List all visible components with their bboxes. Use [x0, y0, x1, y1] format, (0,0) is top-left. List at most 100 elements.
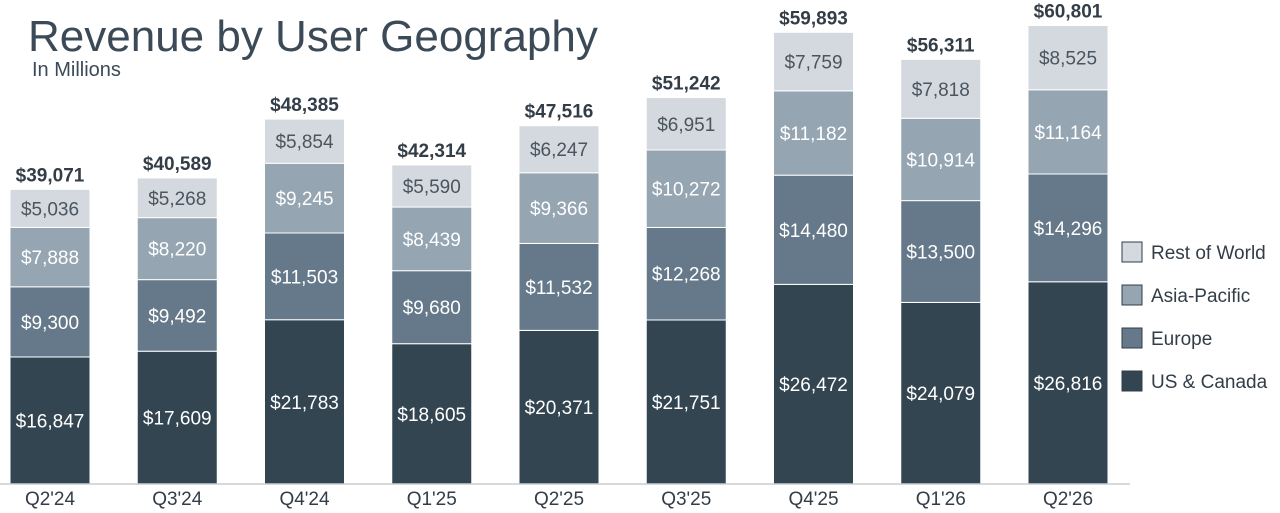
bars-group: $16,847 $9,300 $7,888 $5,036 $39,071 $17,609 $…: [9, 1, 1109, 485]
bar-segment-europe: [136, 279, 218, 352]
bar-segment-rest-of-world: [391, 164, 473, 208]
bar-segment-europe: [264, 232, 345, 321]
segment-value-label: $26,472: [779, 375, 848, 396]
bar-segment-asia-pacific: [518, 172, 600, 244]
legend: Rest of World Asia-Pacific Europe US & Cana…: [1121, 241, 1268, 393]
bar-segment-us-canada: [900, 301, 982, 485]
segment-value-label: $17,609: [143, 409, 212, 430]
bar-segment-rest-of-world: [773, 31, 854, 92]
bar-total-label: $51,242: [652, 74, 721, 95]
segment-value-label: $11,532: [525, 278, 592, 299]
bar-segment-us-canada: [9, 356, 91, 485]
bar-segment-asia-pacific: [1027, 89, 1109, 175]
segment-value-label: $11,182: [780, 124, 847, 145]
bar-segment-rest-of-world: [9, 188, 91, 228]
bar-segment-rest-of-world: [900, 58, 982, 119]
bar-segment-rest-of-world: [1027, 24, 1109, 91]
segment-value-label: $9,300: [21, 313, 79, 334]
bar-segment-rest-of-world: [264, 118, 345, 164]
segment-value-label: $24,079: [906, 384, 975, 405]
bar-total-label: $42,314: [397, 141, 466, 162]
segment-value-label: $9,492: [148, 306, 206, 327]
bar-segment-asia-pacific: [645, 149, 727, 228]
bar-total-label: $39,071: [16, 165, 85, 186]
bar-segment-rest-of-world: [518, 125, 600, 174]
bar-segment-asia-pacific: [136, 217, 218, 281]
bar-total-label: $48,385: [270, 95, 339, 116]
segment-value-label: $9,680: [403, 298, 461, 319]
bar-segment-europe: [391, 270, 473, 345]
bar-segment-us-canada: [645, 319, 727, 485]
segment-value-label: $6,247: [530, 140, 588, 161]
segment-value-label: $21,783: [270, 393, 339, 414]
segment-value-label: $7,759: [784, 53, 842, 74]
segment-value-label: $5,854: [275, 132, 334, 153]
segment-value-label: $5,590: [403, 177, 461, 198]
bar-total-label: $56,311: [907, 35, 975, 56]
x-tick-labels: Q2'24 Q3'24 Q4'24 Q1'25 Q2'25 Q3'25 Q4'25 Q1'26…: [25, 489, 1093, 510]
segment-value-label: $8,525: [1039, 49, 1097, 70]
bar-total-label: $60,801: [1034, 1, 1103, 22]
segment-value-label: $5,268: [148, 189, 206, 210]
bar-segment-us-canada: [264, 319, 345, 485]
segment-value-label: $16,847: [16, 411, 85, 432]
segment-value-label: $14,296: [1034, 219, 1103, 240]
segment-value-label: $20,371: [525, 398, 594, 419]
segment-value-label: $7,818: [912, 80, 970, 101]
x-tick-label: Q4'25: [788, 489, 838, 510]
x-tick-label: Q2'26: [1043, 489, 1093, 510]
chart-title: Revenue by User Geography: [28, 12, 598, 61]
segment-value-label: $13,500: [906, 243, 975, 264]
chart-subtitle: In Millions: [32, 59, 121, 81]
x-tick-label: Q1'26: [916, 489, 966, 510]
segment-value-label: $10,914: [906, 150, 975, 171]
legend-label-europe: Europe: [1151, 329, 1212, 350]
segment-value-label: $11,164: [1034, 123, 1102, 144]
legend-label-rest-of-world: Rest of World: [1151, 243, 1266, 264]
segment-value-label: $8,439: [403, 230, 461, 251]
segment-value-label: $18,605: [397, 405, 466, 426]
bar-total-label: $47,516: [525, 102, 594, 123]
bar-segment-europe: [773, 174, 854, 285]
segment-value-label: $6,951: [657, 115, 715, 136]
bar-segment-us-canada: [391, 343, 473, 485]
x-tick-label: Q1'25: [407, 489, 457, 510]
bar-segment-europe: [9, 286, 91, 358]
bar-segment-asia-pacific: [264, 162, 345, 234]
legend-swatch-us-canada: [1121, 370, 1143, 392]
x-tick-label: Q4'24: [279, 489, 330, 510]
segment-value-label: $10,272: [652, 180, 721, 201]
x-tick-label: Q3'25: [661, 489, 711, 510]
bar-segment-europe: [1027, 173, 1109, 283]
segment-value-label: $11,503: [271, 267, 338, 288]
segment-value-label: $9,245: [275, 189, 333, 210]
legend-swatch-rest-of-world: [1121, 241, 1143, 263]
legend-label-us-canada: US & Canada: [1151, 372, 1268, 393]
bar-segment-us-canada: [518, 329, 600, 485]
legend-swatch-asia-pacific: [1121, 284, 1143, 306]
bar-segment-rest-of-world: [645, 97, 727, 151]
bar-segment-asia-pacific: [773, 90, 854, 176]
bar-segment-asia-pacific: [391, 206, 473, 272]
bar-segment-europe: [518, 242, 600, 331]
bar-segment-us-canada: [773, 283, 854, 485]
bar-total-label: $40,589: [143, 154, 212, 175]
bar-segment-europe: [900, 200, 982, 303]
legend-label-asia-pacific: Asia-Pacific: [1151, 286, 1250, 307]
segment-value-label: $12,268: [652, 265, 721, 286]
segment-value-label: $21,751: [652, 393, 721, 414]
x-tick-label: Q3'24: [152, 489, 203, 510]
bar-segment-rest-of-world: [136, 177, 218, 219]
bar-segment-asia-pacific: [9, 226, 91, 288]
segment-value-label: $26,816: [1034, 374, 1103, 395]
segment-value-label: $9,366: [530, 199, 588, 220]
x-tick-label: Q2'24: [25, 489, 76, 510]
bar-segment-europe: [645, 226, 727, 321]
bar-total-label: $59,893: [779, 8, 848, 29]
segment-value-label: $14,480: [779, 221, 848, 242]
legend-swatch-europe: [1121, 327, 1143, 349]
segment-value-label: $7,888: [21, 248, 79, 269]
segment-value-label: $8,220: [148, 240, 206, 261]
x-tick-label: Q2'25: [534, 489, 584, 510]
